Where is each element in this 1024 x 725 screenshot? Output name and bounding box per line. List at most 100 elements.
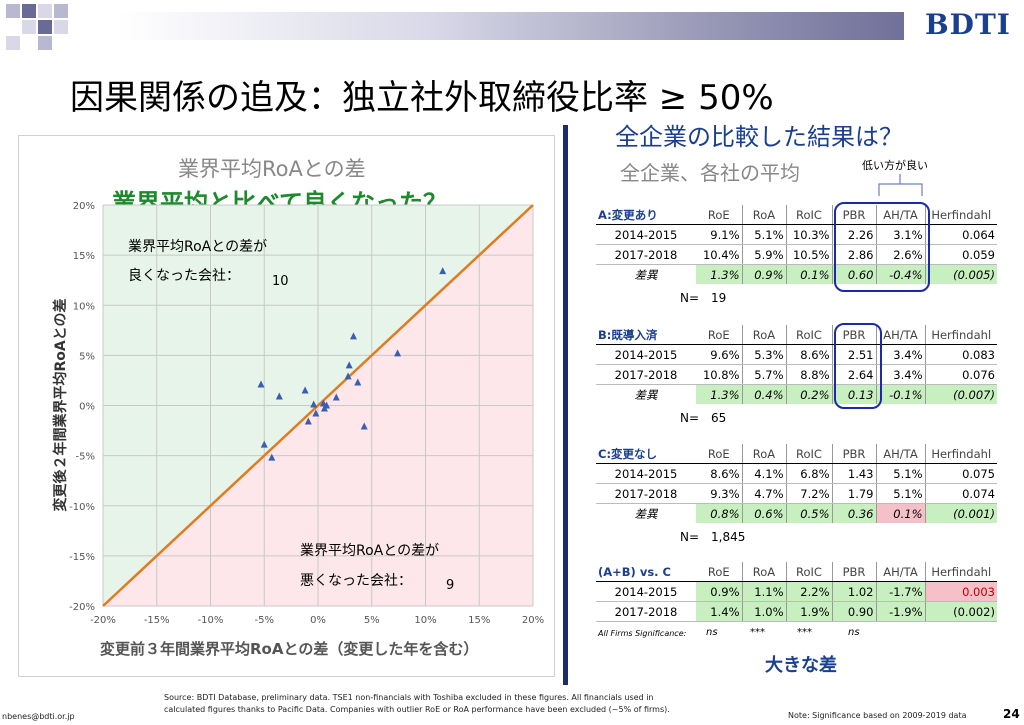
data-point <box>304 417 312 425</box>
table-cell: 9.1% <box>696 224 742 245</box>
table-cell: 2.51 <box>831 344 876 365</box>
table-cell: 3.1% <box>875 224 925 245</box>
column-header: Herfindahl <box>924 444 997 464</box>
table-cell: 5.9% <box>741 244 786 265</box>
row-label: 2014-2015 <box>596 581 696 602</box>
sig-roe: ns <box>706 627 718 638</box>
chart-title: 業界平均RoAとの差 <box>178 157 366 181</box>
table-cell: 1.79 <box>831 483 876 504</box>
vertical-divider <box>563 125 568 685</box>
column-header: PBR <box>831 562 876 582</box>
table-cell: 2.64 <box>831 364 876 385</box>
sample-size-value: 1,845 <box>711 530 746 544</box>
x-tick-label: -15% <box>144 615 170 626</box>
data-point <box>344 372 352 380</box>
sample-size-label: N= <box>680 411 700 425</box>
row-label: 2017-2018 <box>596 364 696 385</box>
table-cell: 3.4% <box>875 364 925 385</box>
table-cell: 0.076 <box>924 364 997 385</box>
column-header: Herfindahl <box>924 205 997 225</box>
table-row: 差異 1.3% 0.9% 0.1% 0.60 -0.4% (0.005) <box>596 264 997 284</box>
upper-annotation-line1: 業界平均RoAとの差が <box>128 239 268 255</box>
table-cell: 10.8% <box>696 364 742 385</box>
table-cell: 0.60 <box>831 264 876 284</box>
table-row: 2017-2018 9.3% 4.7% 7.2% 1.79 5.1% 0.074 <box>596 483 997 504</box>
x-tick-label: 15% <box>468 615 490 626</box>
diagonal-line <box>102 204 534 607</box>
y-tick-labels: 20% 15% 10% 5% 0% -5% -10% -15% -20% <box>69 201 95 613</box>
data-point <box>275 392 283 400</box>
table-cell: 0.075 <box>924 463 997 484</box>
results-table: (A+B) vs. C RoE RoA RoIC PBR AH/TA Herfindahl 2… <box>596 562 997 622</box>
pbr-ahta-highlight <box>834 202 930 292</box>
lower-annotation-line1: 業界平均RoAとの差が <box>300 543 440 559</box>
table-cell: 1.4% <box>696 601 742 622</box>
data-point <box>257 380 265 388</box>
sample-size: N= 1,845 <box>680 530 745 544</box>
data-point <box>320 404 328 412</box>
sample-size-label: N= <box>680 291 700 305</box>
table-cell: 1.0% <box>741 601 786 622</box>
table-cell: 1.9% <box>785 601 832 622</box>
y-tick-label: 15% <box>73 251 95 262</box>
sig-roic: *** <box>797 627 812 638</box>
data-point <box>345 361 353 369</box>
y-tick-label: 10% <box>73 301 95 312</box>
sig-roa: *** <box>750 627 765 638</box>
y-tick-label: 20% <box>73 201 95 212</box>
table-row: 2014-2015 0.9% 1.1% 2.2% 1.02 -1.7% 0.003 <box>596 581 997 602</box>
table-cell: 8.6% <box>696 463 742 484</box>
table-cell: 4.1% <box>741 463 786 484</box>
bdti-logo: BDTI <box>925 8 1011 41</box>
table-cell: 2.26 <box>831 224 876 245</box>
table-row: 差異 1.3% 0.4% 0.2% 0.13 -0.1% (0.007) <box>596 384 997 404</box>
data-point <box>260 440 268 448</box>
row-label: 2017-2018 <box>596 244 696 265</box>
table-cell: 1.3% <box>696 384 742 404</box>
scatter-plot: -20% -15% -10% -5% 0% 5% 10% 15% 20% 20% 15% 10% 5%… <box>69 201 544 626</box>
column-header: RoA <box>741 444 786 464</box>
page-title: 因果関係の追及：独立社外取締役比率 ≥ 50% <box>70 78 774 118</box>
table-row: 2017-2018 10.4% 5.9% 10.5% 2.86 2.6% 0.059 <box>596 244 997 265</box>
x-tick-label: 10% <box>414 615 436 626</box>
data-point <box>332 393 340 401</box>
column-header: RoE <box>696 444 742 464</box>
table-cell: 1.02 <box>831 581 876 602</box>
sample-size: N= 65 <box>680 411 726 425</box>
table-cell: (0.001) <box>924 503 997 523</box>
table-cell: 2.6% <box>875 244 925 265</box>
results-table: C:変更なし RoE RoA RoIC PBR AH/TA Herfindahl 2014-2… <box>596 444 997 523</box>
y-tick-label: -5% <box>76 452 95 463</box>
table-cell: 0.003 <box>924 581 997 602</box>
results-subtitle: 全企業、各社の平均 <box>620 161 800 185</box>
x-tick-label: -5% <box>255 615 274 626</box>
table-row: 2017-2018 10.8% 5.7% 8.8% 2.64 3.4% 0.076 <box>596 364 997 385</box>
lower-count: 9 <box>446 578 455 593</box>
x-tick-label: -20% <box>90 615 116 626</box>
column-header: AH/TA <box>875 205 925 225</box>
table-cell: 0.9% <box>696 581 742 602</box>
table-cell: 0.1% <box>875 503 925 523</box>
data-point <box>439 267 447 275</box>
table-cell: 0.4% <box>741 384 786 404</box>
table-cell: 0.6% <box>741 503 786 523</box>
row-label: 差異 <box>634 387 658 402</box>
row-label: 2014-2015 <box>596 463 696 484</box>
data-point <box>301 386 309 394</box>
data-point <box>354 378 362 386</box>
table-cell: -1.9% <box>875 601 925 622</box>
table-cell: (0.002) <box>924 601 997 622</box>
table-cell: 5.1% <box>741 224 786 245</box>
column-header: RoE <box>696 325 742 345</box>
y-tick-label: -20% <box>69 602 95 613</box>
data-point <box>360 422 368 430</box>
column-header: Herfindahl <box>924 325 997 345</box>
table-row: 2017-2018 1.4% 1.0% 1.9% 0.90 -1.9% (0.002) <box>596 601 997 622</box>
table-cell: 9.6% <box>696 344 742 365</box>
table-cell: (0.007) <box>924 384 997 404</box>
footer-email: nbenes@bdti.or.jp <box>2 712 75 721</box>
lower-annotation-line2: 悪くなった会社： <box>300 573 412 589</box>
table-cell: 0.2% <box>785 384 832 404</box>
big-difference-label: 大きな差 <box>765 655 837 676</box>
table-cell: 9.3% <box>696 483 742 504</box>
